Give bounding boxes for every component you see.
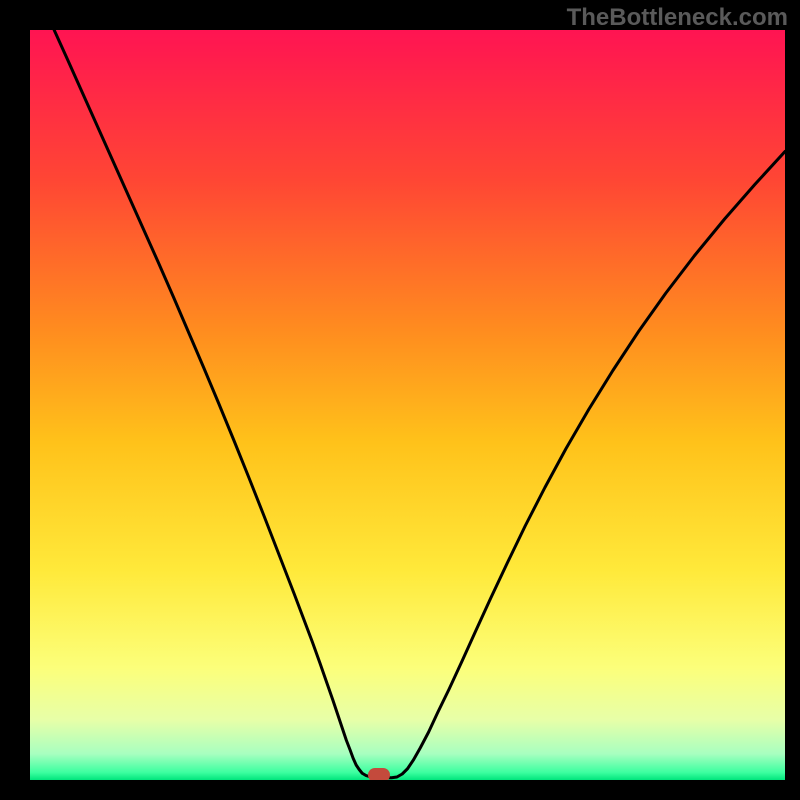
minimum-marker <box>368 768 390 780</box>
chart-frame: TheBottleneck.com <box>0 0 800 800</box>
watermark-text: TheBottleneck.com <box>567 4 788 32</box>
curve-line <box>30 30 785 780</box>
plot-area <box>30 30 785 780</box>
